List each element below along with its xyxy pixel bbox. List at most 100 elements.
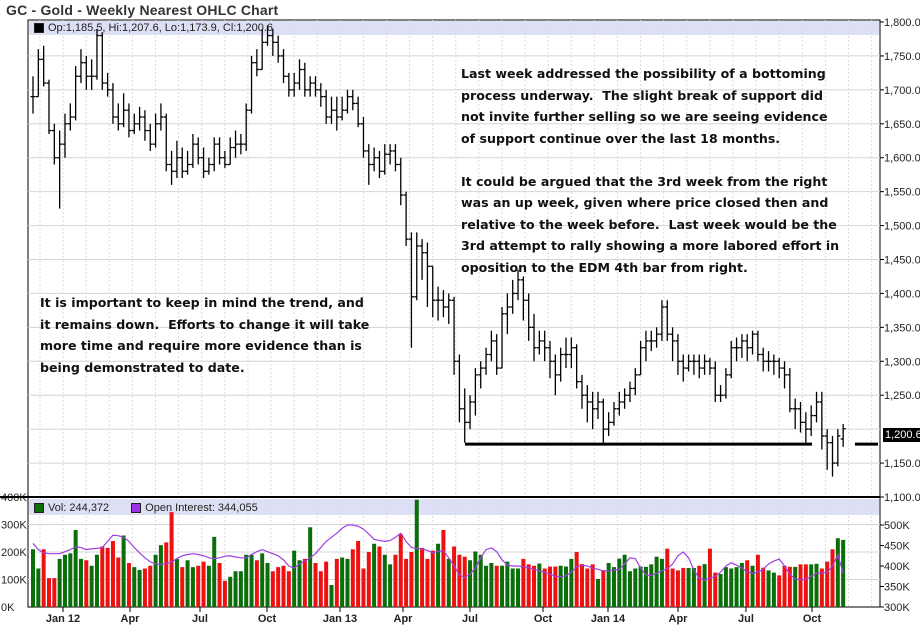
volume-bar xyxy=(185,560,190,607)
volume-bar xyxy=(814,563,819,607)
volume-legend-swatch xyxy=(34,503,44,513)
volume-bar xyxy=(206,565,211,607)
volume-bar xyxy=(521,558,526,607)
volume-bar xyxy=(585,568,590,607)
volume-bar xyxy=(148,565,153,607)
volume-bar xyxy=(516,568,521,607)
price-axis-label: 1,250.0 xyxy=(884,390,920,402)
volume-bar xyxy=(73,530,78,607)
volume-bar xyxy=(238,571,243,607)
volume-bar xyxy=(350,549,355,607)
volume-bar xyxy=(84,560,89,607)
volume-bar xyxy=(292,550,297,607)
volume-bar xyxy=(169,512,174,607)
x-tick-label: Apr xyxy=(669,613,689,625)
volume-bar xyxy=(532,565,537,607)
x-tick-label: Oct xyxy=(258,613,277,625)
volume-bar xyxy=(137,569,142,607)
volume-bar xyxy=(494,565,499,607)
open-interest-axis-label: 450K xyxy=(884,541,910,553)
volume-bar xyxy=(649,564,654,607)
volume-bar xyxy=(414,499,419,607)
volume-bar xyxy=(452,546,457,607)
volume-bar xyxy=(489,563,494,607)
volume-bar xyxy=(372,543,377,607)
volume-bar xyxy=(57,558,62,607)
volume-bar xyxy=(196,565,201,607)
volume-bar xyxy=(430,550,435,607)
volume-legend-band xyxy=(29,499,879,515)
volume-bar xyxy=(132,567,137,607)
volume-bar xyxy=(393,554,398,607)
volume-bar xyxy=(441,530,446,607)
volume-bar xyxy=(798,564,803,607)
volume-bar xyxy=(276,567,281,607)
volume-bar xyxy=(153,554,158,607)
price-legend-swatch xyxy=(34,23,44,33)
price-legend-band xyxy=(29,21,879,35)
volume-bar xyxy=(590,564,595,607)
volume-bar xyxy=(110,541,115,607)
volume-bar xyxy=(553,566,558,607)
volume-bar xyxy=(158,545,163,607)
price-axis-label: 1,600.0 xyxy=(884,153,920,165)
volume-axis-label: 100K xyxy=(1,575,27,587)
volume-bar xyxy=(420,547,425,607)
volume-bar xyxy=(366,552,371,607)
volume-bar xyxy=(686,567,691,607)
volume-bar xyxy=(569,558,574,607)
volume-bar xyxy=(286,571,291,607)
price-axis-label: 1,650.0 xyxy=(884,119,920,131)
volume-bar xyxy=(755,554,760,607)
volume-bar xyxy=(398,534,403,607)
volume-bar xyxy=(558,565,563,607)
volume-bar xyxy=(771,572,776,607)
volume-bar xyxy=(574,552,579,607)
price-axis-label: 1,450.0 xyxy=(884,255,920,267)
x-tick-label: Apr xyxy=(121,613,141,625)
open-interest-line xyxy=(32,524,844,581)
volume-bar xyxy=(537,563,542,607)
volume-bar xyxy=(718,574,723,607)
chart-title: GC - Gold - Weekly Nearest OHLC Chart xyxy=(6,2,279,18)
volume-bar xyxy=(793,566,798,607)
volume-bar xyxy=(627,571,632,607)
volume-bar xyxy=(89,565,94,607)
volume-bar xyxy=(244,554,249,607)
volume-bar xyxy=(665,548,670,607)
volume-bar xyxy=(835,538,840,607)
volume-bar xyxy=(638,566,643,607)
volume-bar xyxy=(739,563,744,607)
volume-bar xyxy=(787,566,792,607)
volume-bar xyxy=(500,565,505,607)
volume-axis-label: 200K xyxy=(1,547,27,559)
volume-bar xyxy=(473,551,478,607)
volume-bar xyxy=(377,546,382,607)
volume-bar xyxy=(611,567,616,607)
volume-bar xyxy=(318,571,323,607)
price-legend: Op:1,185.5, Hi:1,207.6, Lo:1,173.9, Cl:1… xyxy=(34,22,273,34)
volume-bar xyxy=(302,558,307,607)
volume-bar xyxy=(436,543,441,607)
volume-bar xyxy=(505,561,510,607)
open-interest-legend-text: Open Interest: 344,055 xyxy=(145,502,258,514)
volume-bar xyxy=(46,578,51,607)
volume-bar xyxy=(308,527,313,607)
volume-bar xyxy=(654,556,659,607)
price-axis-label: 1,500.0 xyxy=(884,221,920,233)
volume-bar xyxy=(94,554,99,607)
volume-bar xyxy=(761,567,766,607)
volume-bar xyxy=(595,578,600,607)
price-axis-label: 1,400.0 xyxy=(884,288,920,300)
volume-bar xyxy=(36,568,41,607)
volume-bar xyxy=(382,554,387,607)
price-axis-label: 1,150.0 xyxy=(884,458,920,470)
x-tick-label: Oct xyxy=(534,613,553,625)
volume-bar xyxy=(468,560,473,607)
volume-bar xyxy=(388,564,393,607)
volume-bar xyxy=(41,549,46,607)
volume-bar xyxy=(345,558,350,607)
open-interest-axis-label: 350K xyxy=(884,582,910,594)
volume-bar xyxy=(766,570,771,607)
volume-bar xyxy=(340,557,345,607)
